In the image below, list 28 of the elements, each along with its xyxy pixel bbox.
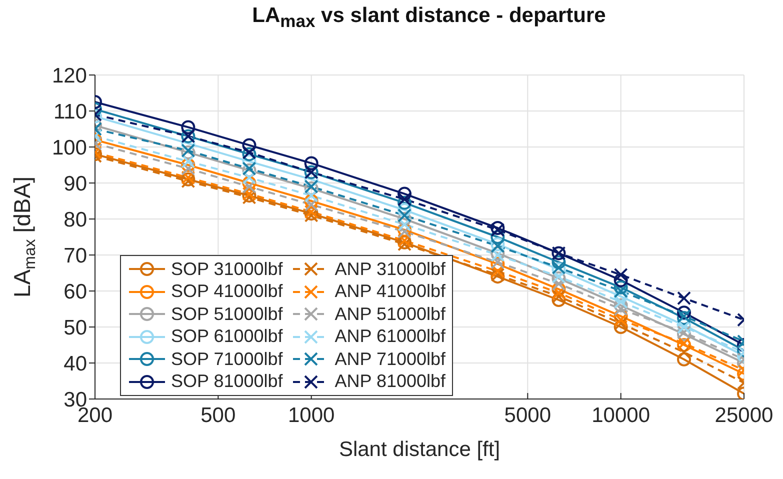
legend-label: ANP 61000lbf (334, 326, 446, 348)
x-axis-title: Slant distance [ft] (338, 438, 500, 461)
legend-label: SOP 81000lbf (171, 371, 283, 392)
y-tick-label: 50 (64, 316, 87, 340)
x-tick-label: 5000 (504, 404, 552, 427)
x-tick-label: 25000 (714, 404, 774, 427)
y-tick-label: 70 (64, 244, 87, 268)
legend-label: SOP 31000lbf (171, 258, 283, 280)
y-tick-label: 100 (52, 136, 87, 160)
y-tick-label: 40 (64, 352, 87, 376)
chart-title: LA$_{max}$ vs slant distance - departure (252, 4, 606, 32)
y-tick-label: 120 (52, 64, 87, 88)
legend-label: ANP 31000lbf (334, 258, 446, 280)
legend-label: ANP 41000lbf (334, 281, 446, 302)
x-tick-label: 10000 (592, 404, 650, 427)
y-tick-label: 60 (64, 280, 87, 304)
legend-label: SOP 41000lbf (171, 281, 283, 302)
y-tick-label: 90 (64, 172, 87, 196)
legend-label: ANP 71000lbf (334, 348, 446, 370)
legend-label: SOP 51000lbf (171, 304, 283, 325)
x-tick-label: 1000 (288, 404, 335, 427)
legend-label: ANP 51000lbf (334, 304, 446, 325)
legend-label: SOP 61000lbf (171, 326, 283, 348)
y-tick-label: 110 (54, 100, 87, 124)
legend-label: ANP 81000lbf (334, 371, 446, 392)
legend-label: SOP 71000lbf (171, 348, 283, 370)
y-tick-label: 80 (64, 208, 87, 232)
x-tick-label: 500 (200, 404, 236, 427)
